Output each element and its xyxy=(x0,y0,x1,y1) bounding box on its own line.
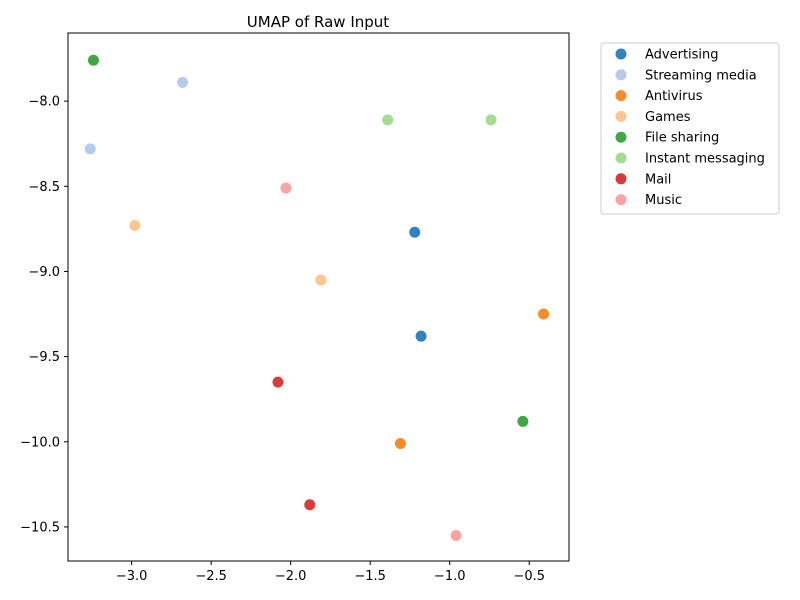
y-tick-label: −10.5 xyxy=(20,520,60,535)
x-tick-label: −1.0 xyxy=(434,569,466,584)
data-point xyxy=(87,54,99,66)
data-point xyxy=(129,219,141,231)
legend-frame xyxy=(600,42,780,215)
y-tick-label: −10.0 xyxy=(20,435,60,450)
axes-frame xyxy=(67,32,570,562)
data-point xyxy=(450,529,462,541)
data-point xyxy=(315,274,327,286)
data-point xyxy=(394,437,406,449)
legend-label: Instant messaging xyxy=(645,152,765,167)
legend-label: Mail xyxy=(645,172,671,187)
y-tick-label: −8.5 xyxy=(28,180,60,195)
legend: Advertising Streaming media Antivirus Games… xyxy=(600,42,780,215)
data-point xyxy=(485,114,497,126)
legend-label: Advertising xyxy=(645,48,719,63)
legend-marker xyxy=(615,194,627,206)
y-tick-label: −9.0 xyxy=(28,265,60,280)
plot-area: −3.0 −2.5 −2.0 −1.5 −1.0 −0.5 −8.0 −8.5 −9.0 −9.5… xyxy=(20,32,570,584)
legend-marker xyxy=(615,90,627,102)
legend-marker xyxy=(615,173,627,185)
x-tick-label: −1.5 xyxy=(354,569,386,584)
legend-label: File sharing xyxy=(645,131,719,146)
data-point xyxy=(409,226,421,238)
legend-label: Streaming media xyxy=(645,68,757,83)
data-point xyxy=(272,376,284,388)
legend-marker xyxy=(615,131,627,143)
x-tick-label: −3.0 xyxy=(116,569,148,584)
legend-label: Games xyxy=(645,110,691,125)
x-tick-label: −0.5 xyxy=(513,569,545,584)
data-point xyxy=(382,114,394,126)
data-point xyxy=(304,499,316,511)
legend-label: Antivirus xyxy=(645,89,703,104)
legend-marker xyxy=(615,69,627,81)
legend-label: Music xyxy=(645,193,682,208)
legend-marker xyxy=(615,152,627,164)
data-point xyxy=(177,76,189,88)
data-point xyxy=(84,143,96,155)
chart-title: UMAP of Raw Input xyxy=(247,13,390,31)
legend-marker xyxy=(615,110,627,122)
x-tick-label: −2.5 xyxy=(195,569,227,584)
data-point xyxy=(538,308,550,320)
y-tick-label: −8.0 xyxy=(28,95,60,110)
legend-marker xyxy=(615,48,627,60)
x-tick-label: −2.0 xyxy=(275,569,307,584)
y-tick-label: −9.5 xyxy=(28,350,60,365)
data-point xyxy=(517,415,529,427)
data-point xyxy=(280,182,292,194)
data-point xyxy=(415,330,427,342)
